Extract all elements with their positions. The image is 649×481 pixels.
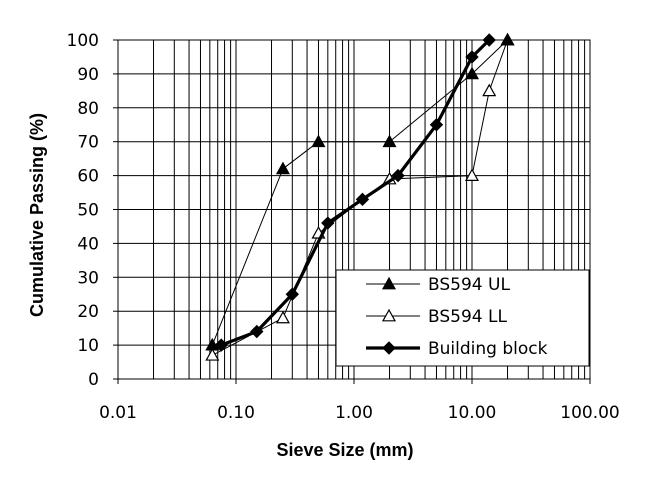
legend-item: BS594 UL [366,275,510,295]
data-point [275,161,290,175]
data-point [205,348,220,361]
data-point [391,168,405,183]
x-tick-label: 0.01 [99,403,137,423]
y-tick-label: 40 [77,234,99,254]
x-axis-title: Sieve Size (mm) [276,440,413,460]
y-tick-label: 100 [67,31,99,51]
legend-marker [381,276,397,290]
series-line [211,39,508,346]
data-point [482,33,496,47]
data-point [382,134,397,148]
legend-label: BS594 LL [428,307,507,327]
series-bs594-ul [205,32,515,351]
y-tick-label: 70 [77,133,99,153]
data-point [214,338,228,352]
data-point [355,192,370,207]
legend-item: BS594 LL [366,307,507,327]
y-tick-label: 80 [77,99,99,119]
data-point [321,216,335,230]
legend-item: Building block [366,339,548,359]
legend-label: Building block [428,339,548,359]
data-point [465,50,479,64]
data-point [275,310,290,324]
grid [118,40,590,379]
y-tick-labels: 0 10 20 30 40 50 60 70 80 90 100 [67,31,118,390]
data-point [500,32,515,46]
x-tick-label: 1.00 [335,403,373,423]
y-tick-label: 0 [88,370,99,390]
y-tick-label: 30 [77,268,99,288]
y-tick-label: 10 [77,336,99,356]
data-point [250,324,264,339]
legend-label: BS594 UL [428,275,510,295]
x-tick-label: 100.00 [560,403,619,423]
data-point [429,118,444,132]
data-point [311,134,326,148]
x-tick-labels: 0.01 0.10 1.00 10.00 100.00 [99,379,620,423]
x-tick-label: 0.10 [217,403,255,423]
data-point [482,83,497,97]
legend: BS594 UL BS594 LL Building block [335,269,590,367]
series-building-block [214,33,496,352]
legend-box [335,269,590,367]
data-point [285,287,300,301]
y-tick-label: 50 [77,201,99,221]
legend-marker [382,341,396,355]
data-point [464,168,480,181]
x-tick-label: 10.00 [448,403,497,423]
series-layer [205,32,515,361]
y-tick-label: 60 [77,167,99,187]
y-tick-label: 20 [77,302,99,322]
y-tick-label: 90 [77,65,99,85]
y-axis-title: Cumulative Passing (%) [27,113,47,317]
legend-marker [381,308,397,322]
data-point [464,66,480,80]
